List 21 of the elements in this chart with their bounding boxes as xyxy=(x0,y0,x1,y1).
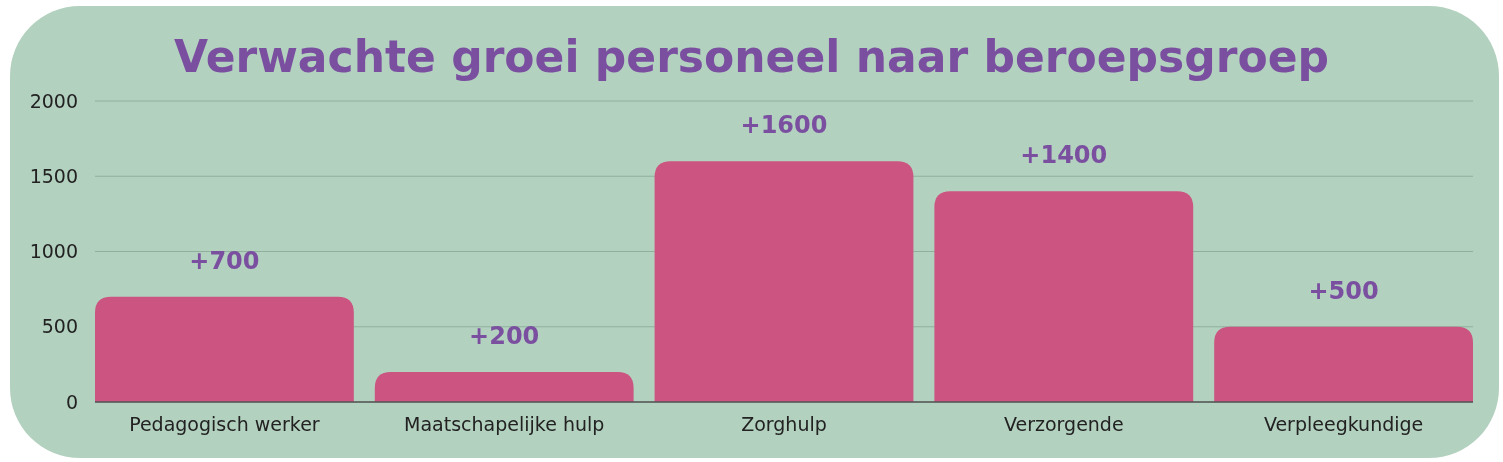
y-tick-label: 500 xyxy=(41,315,78,338)
x-tick-label: Pedagogisch werker xyxy=(129,413,320,435)
data-label: +1600 xyxy=(740,111,828,140)
bar xyxy=(934,191,1194,402)
bar xyxy=(1214,326,1473,402)
x-tick-label: Zorghulp xyxy=(741,413,827,435)
bar xyxy=(95,296,354,402)
x-tick-label: Verpleegkundige xyxy=(1263,413,1424,435)
y-tick-label: 1000 xyxy=(29,240,78,263)
chart-title: Verwachte groei personeel naar beroepsgroep xyxy=(174,31,1329,82)
data-label: +1400 xyxy=(1020,141,1108,170)
y-tick-label: 0 xyxy=(65,390,78,413)
data-label: +500 xyxy=(1308,276,1379,305)
x-tick-label: Verzorgende xyxy=(1003,413,1124,435)
data-label: +200 xyxy=(469,321,540,350)
y-tick-label: 2000 xyxy=(29,89,78,112)
bar xyxy=(374,371,634,402)
data-label: +700 xyxy=(189,246,260,275)
bar xyxy=(654,161,914,402)
x-tick-label: Maatschapelijke hulp xyxy=(404,413,605,435)
y-tick-label: 1500 xyxy=(29,164,78,187)
